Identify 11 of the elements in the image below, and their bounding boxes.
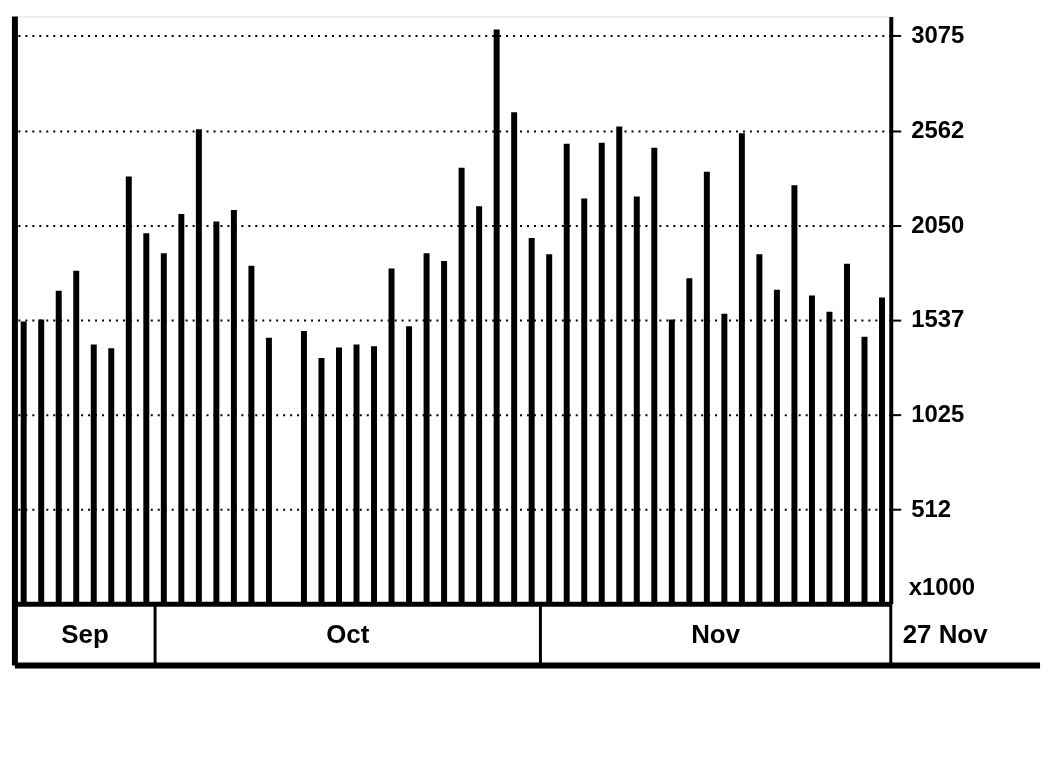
text: Sep (61, 619, 109, 648)
y-tick-label: 1025 (911, 399, 965, 427)
y-tick-label: 3075 (911, 21, 965, 49)
text: Oct (326, 619, 370, 648)
text: Nov (691, 619, 741, 648)
y-axis-title: x1000 (908, 572, 976, 600)
text: 27 Nov (902, 619, 989, 648)
y-tick-label: 2050 (911, 210, 965, 238)
y-tick-label: 1537 (911, 305, 965, 333)
y-tick-label: 512 (911, 494, 952, 522)
y-tick-label: 2562 (911, 116, 965, 144)
